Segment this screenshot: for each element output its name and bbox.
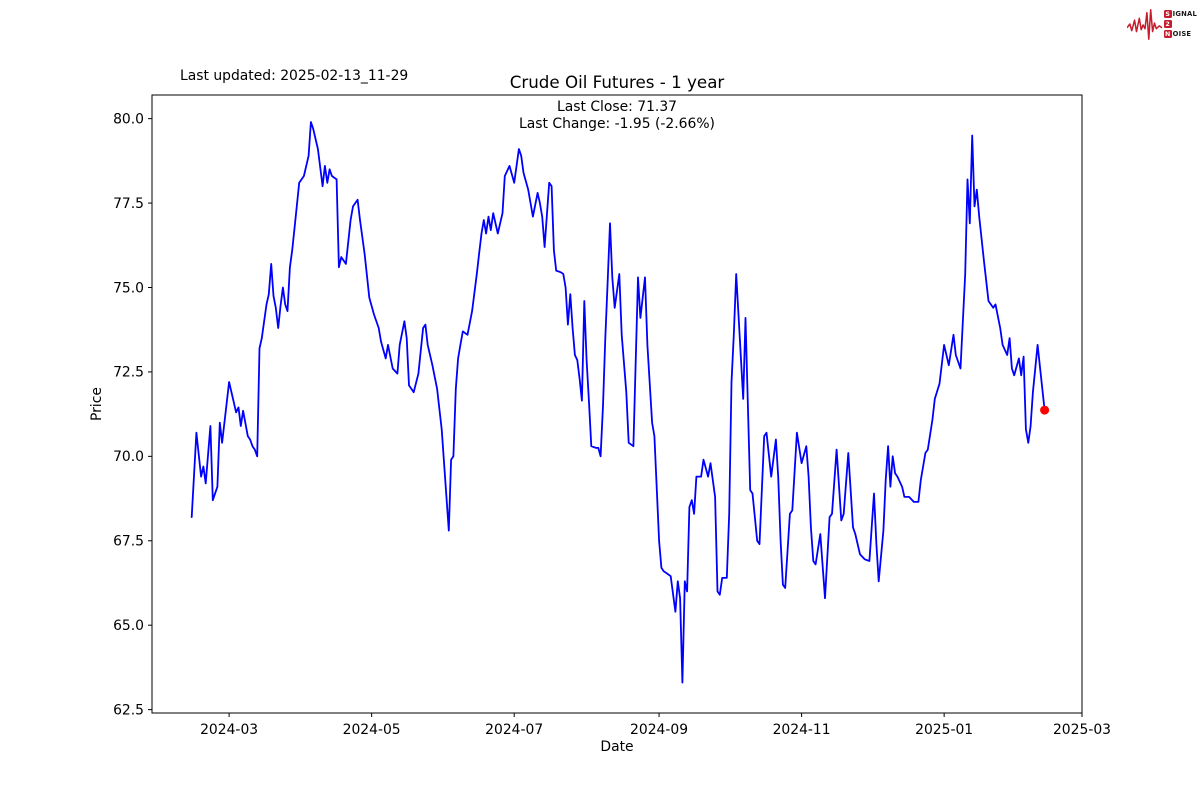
y-tick-label: 75.0: [113, 280, 144, 296]
x-axis-label: Date: [600, 739, 634, 755]
chart-subtitle: Last Close: 71.37 Last Change: -1.95 (-2…: [519, 99, 715, 132]
x-tick-label: 2025-01: [915, 722, 973, 738]
x-tick-label: 2024-11: [773, 722, 831, 738]
y-tick-label: 72.5: [113, 365, 144, 381]
last-close-text: Last Close: 71.37: [556, 99, 678, 115]
last-change-text: Last Change: -1.95 (-2.66%): [519, 115, 715, 132]
y-tick-label: 65.0: [113, 618, 144, 634]
y-tick-label: 67.5: [113, 534, 144, 550]
x-tick-label: 2024-05: [343, 722, 401, 738]
logo-badge-n: N: [1163, 30, 1172, 38]
logo-text: S IGNAL 2 N OISE: [1163, 9, 1197, 39]
logo-row-signal: S IGNAL: [1163, 9, 1197, 19]
x-tick-label: 2024-07: [485, 722, 543, 738]
x-tick-label: 2025-03: [1053, 722, 1111, 738]
logo-row-noise: N OISE: [1163, 29, 1197, 39]
logo-noise-rest: OISE: [1172, 29, 1192, 38]
y-axis-label: Price: [89, 387, 105, 421]
logo: S IGNAL 2 N OISE: [1126, 4, 1197, 44]
price-line: [190, 121, 1046, 684]
y-tick-label: 77.5: [113, 196, 144, 212]
logo-badge-2: 2: [1163, 20, 1172, 28]
x-tick-label: 2024-09: [630, 722, 688, 738]
logo-badge-s: S: [1163, 10, 1172, 18]
chart-title: Crude Oil Futures - 1 year: [509, 72, 725, 92]
x-tick-label: 2024-03: [200, 722, 258, 738]
last-close-marker: [1040, 405, 1050, 415]
last-updated-text: Last updated: 2025-02-13_11-29: [180, 68, 409, 84]
y-tick-label: 80.0: [113, 111, 144, 127]
logo-row-2: 2: [1163, 20, 1197, 29]
y-tick-label: 70.0: [113, 449, 144, 465]
y-tick-label: 62.5: [113, 702, 144, 718]
plot-border: [151, 94, 1083, 714]
logo-signal-rest: IGNAL: [1172, 9, 1197, 18]
ecg-waveform-icon: [1126, 9, 1163, 40]
